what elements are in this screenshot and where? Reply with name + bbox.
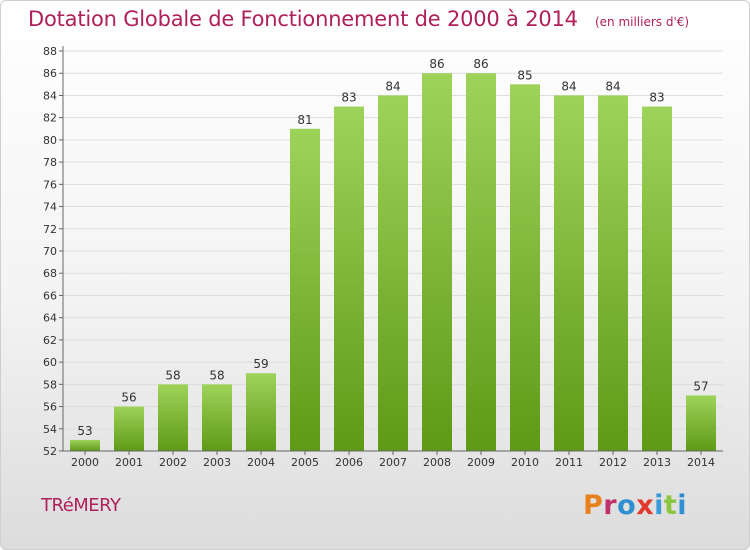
brand-logo-letter: i bbox=[677, 490, 688, 521]
bar bbox=[290, 128, 320, 451]
brand-logo-letter: t bbox=[663, 490, 678, 521]
data-label: 83 bbox=[341, 91, 356, 105]
brand-logo-letter: i bbox=[654, 490, 664, 521]
labels: 53 56 58 58 59 81 83 84 86 86 85 84 84 83 57 bbox=[77, 57, 708, 438]
data-label: 58 bbox=[209, 368, 224, 382]
x-tick-label: 2002 bbox=[159, 456, 187, 469]
data-label: 85 bbox=[517, 68, 532, 82]
bar bbox=[158, 384, 188, 451]
x-tick-label: 2007 bbox=[379, 456, 407, 469]
data-label: 84 bbox=[385, 79, 400, 93]
y-tick-label: 84 bbox=[43, 89, 57, 102]
x-tick-label: 2008 bbox=[423, 456, 451, 469]
bar bbox=[70, 439, 100, 451]
bar bbox=[246, 373, 276, 451]
y-tick-label: 68 bbox=[43, 267, 57, 280]
bar bbox=[422, 73, 452, 451]
bar bbox=[466, 73, 496, 451]
x-tick-label: 2004 bbox=[247, 456, 275, 469]
x-tick-label: 2000 bbox=[71, 456, 99, 469]
x-tick-label: 2001 bbox=[115, 456, 143, 469]
x-tick-label: 2009 bbox=[467, 456, 495, 469]
y-tick-label: 78 bbox=[43, 156, 57, 169]
x-tick-label: 2003 bbox=[203, 456, 231, 469]
y-tick-label: 86 bbox=[43, 67, 57, 80]
bar bbox=[598, 95, 628, 451]
bar bbox=[554, 95, 584, 451]
data-label: 84 bbox=[605, 79, 620, 93]
data-label: 83 bbox=[649, 91, 664, 105]
data-label: 81 bbox=[297, 113, 312, 127]
y-tick-label: 88 bbox=[43, 45, 57, 58]
bar bbox=[686, 395, 716, 451]
data-label: 57 bbox=[693, 379, 708, 393]
x-tick-label: 2013 bbox=[643, 456, 671, 469]
y-tick-label: 74 bbox=[43, 201, 57, 214]
title-row: Dotation Globale de Fonctionnement de 20… bbox=[28, 7, 689, 31]
chart-subtitle: (en milliers d'€) bbox=[594, 15, 690, 29]
y-tick-label: 56 bbox=[43, 401, 57, 414]
x-tick-label: 2014 bbox=[687, 456, 715, 469]
data-label: 86 bbox=[473, 57, 488, 71]
y-tick-label: 58 bbox=[43, 378, 57, 391]
bar bbox=[642, 106, 672, 452]
bar bbox=[202, 384, 232, 451]
x-tick-label: 2005 bbox=[291, 456, 319, 469]
brand-logo-letter: r bbox=[603, 490, 618, 521]
y-tick-label: 70 bbox=[43, 245, 57, 258]
data-label: 84 bbox=[561, 79, 576, 93]
y-tick-label: 82 bbox=[43, 112, 57, 125]
data-label: 53 bbox=[77, 424, 92, 438]
bars bbox=[70, 73, 716, 452]
bar bbox=[114, 406, 144, 451]
y-tick-label: 66 bbox=[43, 289, 57, 302]
y-tick-label: 72 bbox=[43, 223, 57, 236]
y-tick-label: 60 bbox=[43, 356, 57, 369]
brand-logo-letter: P bbox=[583, 490, 604, 521]
y-tick-label: 62 bbox=[43, 334, 57, 347]
x-tick-label: 2010 bbox=[511, 456, 539, 469]
bar bbox=[510, 84, 540, 451]
bar bbox=[378, 95, 408, 451]
x-tick-label: 2006 bbox=[335, 456, 363, 469]
y-tick-label: 52 bbox=[43, 445, 57, 458]
y-tick-label: 54 bbox=[43, 423, 57, 436]
data-label: 56 bbox=[121, 391, 136, 405]
brand-logo-letter: o bbox=[617, 490, 637, 521]
commune-name: TRéMERY bbox=[41, 495, 121, 516]
brand-logo-letter: x bbox=[636, 490, 655, 521]
bar bbox=[334, 106, 364, 452]
data-label: 59 bbox=[253, 357, 268, 371]
x-tick-label: 2012 bbox=[599, 456, 627, 469]
y-tick-label: 76 bbox=[43, 178, 57, 191]
x-tick-label: 2011 bbox=[555, 456, 583, 469]
axes: 52 54 56 58 60 62 64 66 68 70 72 74 76 78 80 82 84 86 88 20… bbox=[43, 45, 723, 469]
y-tick-label: 80 bbox=[43, 134, 57, 147]
chart-title: Dotation Globale de Fonctionnement de 20… bbox=[28, 7, 578, 31]
y-tick-label: 64 bbox=[43, 312, 57, 325]
data-label: 86 bbox=[429, 57, 444, 71]
data-label: 58 bbox=[165, 368, 180, 382]
brand-logo: Proxiti bbox=[583, 490, 687, 521]
